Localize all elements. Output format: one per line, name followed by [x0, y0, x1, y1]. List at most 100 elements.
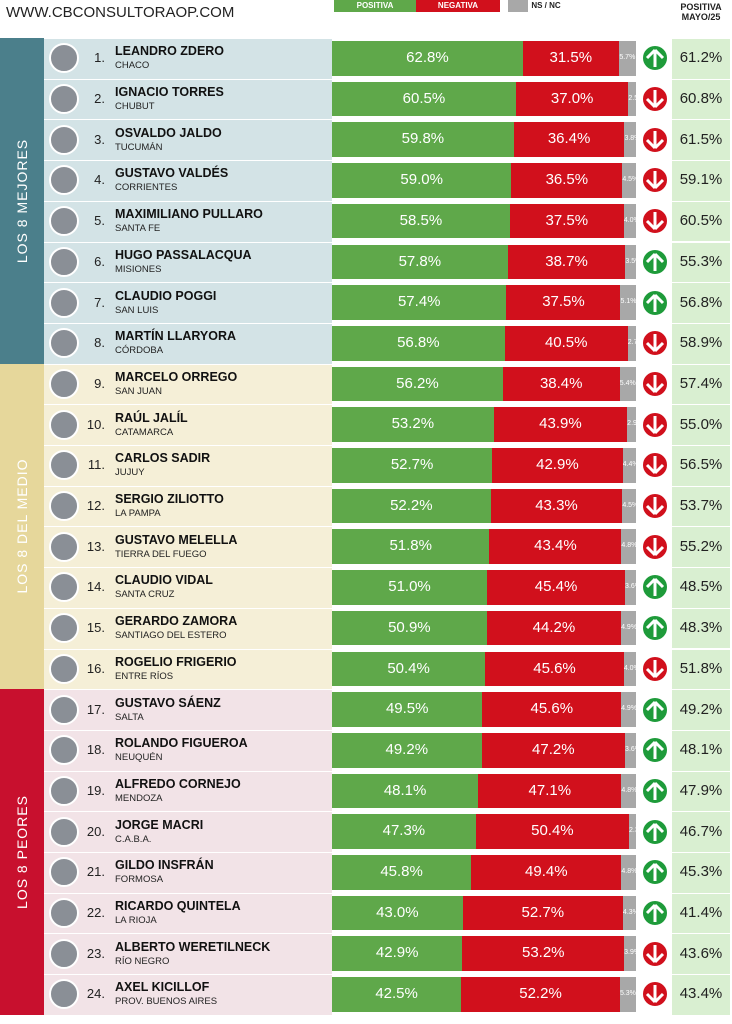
photo — [49, 898, 79, 929]
trend-icon — [641, 695, 669, 724]
trend-icon — [641, 899, 669, 928]
arrow — [645, 334, 665, 353]
province: SAN LUIS — [115, 304, 159, 316]
province: CATAMARCA — [115, 426, 174, 438]
previous-bg — [672, 730, 730, 771]
bar-segment: 5.4% — [619, 366, 636, 402]
name: MARCELO ORREGO — [115, 369, 238, 384]
bar-segment: 43.3% — [490, 488, 623, 524]
previous-title: POSITIVA MAYO/25 — [680, 2, 722, 22]
province: LA RIOJA — [115, 915, 157, 927]
rank: 10. — [86, 416, 105, 432]
bar-segment: 4.5% — [622, 488, 636, 524]
photo — [49, 775, 79, 806]
bar-segment: 3.9% — [624, 936, 636, 972]
arrow — [645, 252, 665, 271]
bar-segment: 4.0% — [623, 203, 636, 239]
previous-value: 46.7% — [679, 822, 723, 840]
name: ALBERTO WERETILNECK — [115, 939, 271, 954]
arrow — [645, 212, 665, 231]
row-separator — [44, 974, 732, 976]
name: RICARDO QUINTELA — [115, 899, 241, 914]
previous-bg — [672, 486, 730, 527]
bar-segment: 43.9% — [493, 407, 628, 442]
previous-value: 56.8% — [679, 293, 723, 311]
rank: 9. — [94, 375, 105, 391]
trend-icon — [641, 817, 669, 846]
name: AXEL KICILLOF — [115, 980, 210, 995]
name: HUGO PASSALACQUA — [115, 247, 252, 262]
photo — [49, 491, 79, 522]
rank: 14. — [86, 579, 105, 595]
previous-value: 48.1% — [679, 741, 723, 759]
group-band — [0, 38, 44, 364]
previous-bg — [672, 568, 730, 608]
bar-segment: 52.7% — [462, 895, 623, 931]
trend-icon — [641, 654, 669, 683]
province: TUCUMÁN — [115, 141, 163, 153]
name: SERGIO ZILIOTTO — [115, 492, 224, 507]
previous-value: 55.3% — [679, 252, 723, 270]
legend-entry: NEGATIVA — [416, 0, 500, 12]
bar-segment: 42.9% — [492, 448, 623, 483]
rank: 21. — [86, 864, 105, 880]
bar-segment: 4.4% — [622, 448, 636, 483]
name: IGNACIO TORRES — [115, 85, 224, 100]
trend-icon — [641, 369, 669, 398]
bar-segment: 40.5% — [504, 325, 628, 361]
bar-segment: 4.8% — [621, 529, 636, 565]
name: GERARDO ZAMORA — [115, 614, 238, 629]
photo — [49, 735, 79, 766]
bar-segment: 49.5% — [332, 692, 483, 727]
photo — [49, 206, 79, 237]
photo — [49, 43, 79, 74]
previous-value: 57.4% — [679, 374, 723, 392]
name: MAXIMILIANO PULLARO — [115, 207, 263, 222]
bar-segment: 37.5% — [506, 285, 621, 320]
trend-icon — [641, 410, 669, 439]
previous-bg — [672, 771, 730, 812]
name: ROGELIO FRIGERIO — [115, 654, 237, 669]
arrow — [645, 293, 665, 312]
photo — [49, 409, 79, 440]
previous-value: 61.5% — [679, 130, 723, 148]
trend-icon — [641, 125, 669, 154]
photo — [49, 368, 79, 399]
province: RÍO NEGRO — [115, 955, 170, 967]
bar-segment: 37.5% — [509, 203, 624, 239]
bar-segment: 47.1% — [478, 773, 622, 809]
photo — [49, 165, 79, 196]
bar-segment: 4.9% — [621, 610, 636, 646]
bar-segment: 5.3% — [619, 977, 636, 1012]
arrow — [645, 49, 665, 68]
bar-segment: 4.3% — [622, 895, 636, 931]
previous-value: 49.2% — [679, 700, 723, 718]
trend-icon — [641, 329, 669, 358]
rank: 3. — [94, 131, 105, 147]
bar-segment: 2.5% — [628, 81, 636, 117]
bar-segment: 3.5% — [625, 244, 636, 280]
bar-segment: 37.0% — [515, 81, 629, 117]
name: GILDO INSFRÁN — [115, 858, 214, 873]
province: CHACO — [115, 60, 150, 72]
bar-segment: 51.0% — [332, 570, 488, 605]
previous-bg — [672, 79, 730, 120]
trend-icon — [641, 939, 669, 968]
bar-segment: 59.0% — [332, 163, 512, 198]
rank: 20. — [86, 823, 105, 839]
bar-segment: 43.0% — [332, 895, 463, 931]
name: GUSTAVO SÁENZ — [115, 695, 221, 710]
province: SANTIAGO DEL ESTERO — [115, 630, 227, 642]
previous-value: 55.0% — [679, 415, 723, 433]
trend-icon — [641, 532, 669, 561]
trend-icon — [641, 492, 669, 521]
row-separator — [44, 567, 732, 569]
photo — [49, 653, 79, 684]
previous-bg — [672, 527, 730, 568]
trend-icon — [641, 614, 669, 643]
trend-icon — [641, 44, 669, 73]
previous-value: 59.1% — [679, 171, 723, 189]
previous-bg — [672, 893, 730, 934]
photo — [49, 938, 79, 969]
bar-segment: 45.4% — [487, 570, 626, 605]
